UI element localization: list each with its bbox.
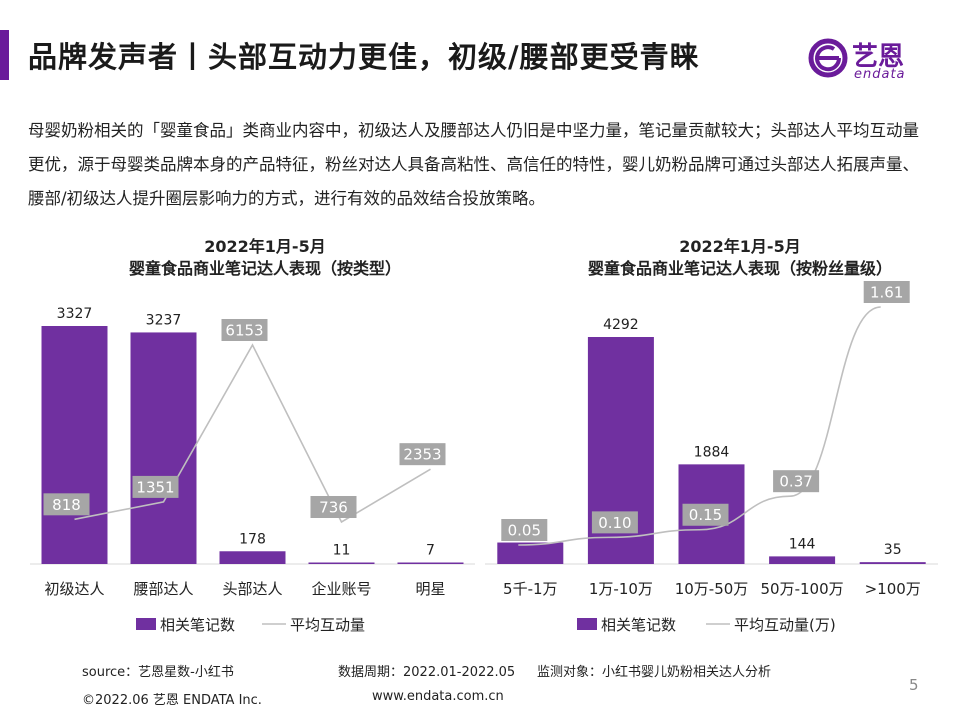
chart1-line-label-5: 2353 bbox=[403, 446, 441, 464]
chart2-line-label-1: 0.05 bbox=[508, 522, 541, 540]
chart1-legend-line-label: 平均互动量 bbox=[290, 616, 365, 634]
chart1-category-label-5: 明星 bbox=[415, 580, 445, 598]
chart1-bar-3 bbox=[220, 551, 286, 564]
chart2-category-label-5: >100万 bbox=[865, 580, 921, 598]
chart1-bar-label-5: 7 bbox=[426, 543, 435, 559]
chart2-legend-line-label: 平均互动量(万) bbox=[734, 616, 836, 634]
chart2-bar-5 bbox=[860, 562, 926, 564]
chart1-category-label-2: 腰部达人 bbox=[133, 580, 193, 598]
chart2-bar-label-5: 35 bbox=[884, 542, 902, 558]
chart2-category-label-1: 5千-1万 bbox=[503, 580, 558, 598]
chart2-legend-bar-label: 相关笔记数 bbox=[601, 616, 676, 634]
chart1-bar-label-2: 3237 bbox=[146, 312, 182, 328]
chart2-bar-4 bbox=[769, 556, 835, 564]
chart2-bar-label-4: 144 bbox=[789, 536, 816, 552]
chart1-legend-bar-swatch bbox=[136, 618, 156, 630]
chart2-line-label-3: 0.15 bbox=[689, 506, 722, 524]
chart2-legend-bar-swatch bbox=[577, 618, 597, 630]
footer-target: 监测对象：小红书婴儿奶粉相关达人分析 bbox=[537, 661, 771, 680]
footer-copyright: ©2022.06 艺恩 ENDATA Inc. bbox=[82, 689, 262, 708]
chart1-bar-label-3: 178 bbox=[239, 531, 266, 547]
chart1-bar-label-4: 11 bbox=[333, 543, 351, 559]
chart2-bar-label-2: 4292 bbox=[603, 317, 639, 333]
chart1-category-label-1: 初级达人 bbox=[44, 580, 104, 598]
chart1-category-label-4: 企业账号 bbox=[311, 580, 371, 598]
chart1-line-label-3: 6153 bbox=[225, 322, 263, 340]
footer-website: www.endata.com.cn bbox=[372, 689, 504, 704]
chart1-bar-4 bbox=[309, 563, 375, 565]
chart1-line-label-1: 818 bbox=[52, 496, 81, 514]
footer-source: source：艺恩星数-小红书 bbox=[82, 661, 234, 680]
chart1-line-series bbox=[75, 345, 431, 522]
chart2-category-label-3: 10万-50万 bbox=[675, 580, 749, 598]
chart2-line-label-5: 1.61 bbox=[870, 284, 903, 302]
chart1-bar-label-1: 3327 bbox=[57, 306, 93, 322]
chart2-category-label-2: 1万-10万 bbox=[589, 580, 653, 598]
chart2-bar-label-3: 1884 bbox=[694, 444, 730, 460]
chart1-line-label-2: 1351 bbox=[136, 478, 174, 496]
chart2-bar-1 bbox=[497, 543, 563, 564]
chart1-bar-5 bbox=[398, 563, 464, 565]
chart1-line-label-4: 736 bbox=[319, 499, 348, 517]
chart1-legend-bar-label: 相关笔记数 bbox=[160, 616, 235, 634]
chart2-line-label-2: 0.10 bbox=[598, 514, 631, 532]
chart1-bar-1 bbox=[42, 326, 108, 564]
chart2-category-label-4: 50万-100万 bbox=[761, 580, 844, 598]
page-number: 5 bbox=[909, 676, 919, 694]
footer-period: 数据周期：2022.01-2022.05 bbox=[338, 661, 515, 680]
chart1-bar-2 bbox=[131, 332, 197, 564]
chart1-category-label-3: 头部达人 bbox=[222, 580, 282, 598]
chart2-line-label-4: 0.37 bbox=[779, 473, 812, 491]
